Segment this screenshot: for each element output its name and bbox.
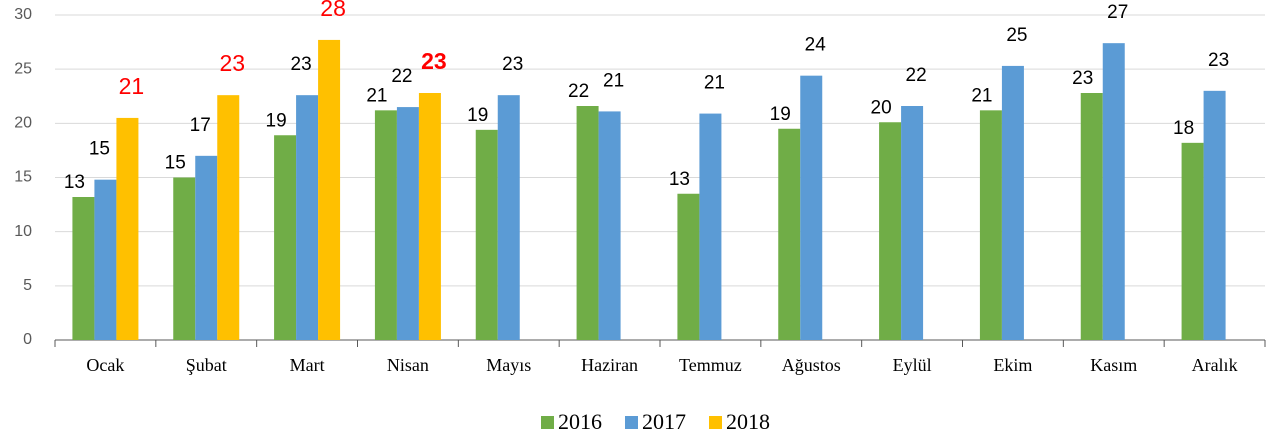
- data-label: 23: [1208, 50, 1229, 71]
- data-label: 20: [871, 97, 892, 118]
- data-label: 21: [119, 73, 145, 99]
- bar: [94, 179, 117, 340]
- y-tick-label: 10: [14, 223, 32, 240]
- y-tick-label: 20: [14, 115, 32, 132]
- bar: [217, 95, 240, 341]
- data-label: 15: [89, 139, 110, 160]
- data-label: 27: [1107, 2, 1128, 23]
- bar: [173, 177, 196, 340]
- data-label: 22: [906, 65, 927, 86]
- bar: [1001, 65, 1024, 341]
- data-label: 19: [770, 104, 791, 125]
- bar: [879, 122, 902, 340]
- bar: [296, 95, 319, 341]
- x-tick-label: Nisan: [387, 355, 429, 375]
- data-label: 18: [1173, 118, 1194, 139]
- x-tick-label: Eylül: [893, 355, 932, 375]
- bar: [677, 193, 700, 340]
- data-label: 21: [366, 85, 387, 106]
- x-tick-label: Kasım: [1090, 355, 1137, 375]
- x-tick-label: Şubat: [186, 355, 227, 375]
- bar: [1203, 90, 1226, 340]
- bar: [318, 39, 341, 341]
- x-tick-label: Haziran: [581, 355, 638, 375]
- bar: [979, 110, 1002, 340]
- data-label: 23: [1072, 68, 1093, 89]
- bar: [195, 155, 218, 340]
- data-label: 21: [704, 73, 725, 94]
- data-label: 23: [502, 54, 523, 75]
- x-tick-label: Mart: [290, 355, 325, 375]
- legend-swatch: [541, 416, 554, 429]
- bar: [274, 135, 297, 340]
- bar: [116, 117, 139, 341]
- data-label: 28: [320, 0, 346, 21]
- bar: [418, 93, 441, 340]
- bar: [396, 107, 419, 340]
- bar: [576, 106, 599, 340]
- x-tick-label: Ocak: [86, 355, 124, 375]
- legend-swatch: [625, 416, 638, 429]
- bar: [778, 128, 801, 340]
- y-tick-label: 5: [23, 277, 32, 294]
- bar: [800, 75, 823, 341]
- y-tick-label: 15: [14, 169, 32, 186]
- bar: [72, 197, 95, 340]
- data-label: 23: [219, 50, 245, 76]
- legend-label: 2016: [558, 409, 602, 434]
- bar: [1080, 93, 1103, 340]
- y-tick-label: 25: [14, 60, 32, 77]
- data-label: 23: [421, 48, 447, 74]
- bar: [699, 113, 722, 340]
- legend-swatch: [709, 416, 722, 429]
- data-label: 24: [805, 35, 827, 56]
- data-label: 15: [165, 153, 186, 174]
- data-label: 21: [603, 70, 624, 91]
- bar: [497, 95, 520, 341]
- data-label: 13: [669, 169, 690, 190]
- bar: [598, 111, 621, 341]
- data-label: 22: [391, 66, 412, 87]
- data-label: 19: [266, 110, 287, 131]
- bar: [374, 110, 397, 340]
- data-label: 21: [971, 85, 992, 106]
- legend-label: 2018: [726, 409, 770, 434]
- bar: [1102, 43, 1125, 341]
- bar: [901, 106, 924, 340]
- x-tick-label: Ağustos: [782, 355, 841, 375]
- data-label: 13: [64, 172, 85, 193]
- x-tick-label: Ekim: [993, 355, 1032, 375]
- x-tick-label: Mayıs: [486, 355, 531, 375]
- x-tick-label: Aralık: [1192, 355, 1238, 375]
- data-label: 23: [291, 54, 312, 75]
- x-tick-label: Temmuz: [679, 355, 742, 375]
- data-label: 22: [568, 81, 589, 102]
- bar: [475, 129, 498, 340]
- data-label: 19: [467, 105, 488, 126]
- legend-label: 2017: [642, 409, 686, 434]
- data-label: 17: [190, 115, 211, 136]
- y-tick-label: 0: [23, 331, 32, 348]
- data-label: 25: [1006, 25, 1027, 46]
- bar: [1181, 142, 1204, 340]
- y-tick-label: 30: [14, 6, 32, 23]
